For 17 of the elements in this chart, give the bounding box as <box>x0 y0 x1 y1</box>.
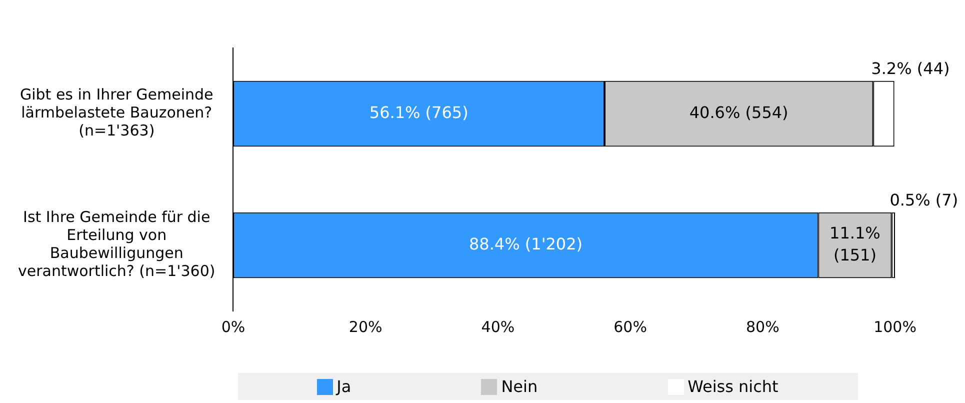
legend-label: Nein <box>501 377 538 396</box>
x-tick-label: 20% <box>348 318 382 336</box>
data-label: 11.1% (151) <box>830 223 880 264</box>
data-label: 0.5% (7) <box>890 190 958 210</box>
x-tick-label: 0% <box>221 318 246 336</box>
data-label: 3.2% (44) <box>871 59 950 78</box>
data-label: 56.1% (765) <box>369 102 468 122</box>
data-label: 40.6% (554) <box>689 102 788 122</box>
x-tick-label: 40% <box>481 318 515 336</box>
legend-label: Weiss nicht <box>688 377 778 396</box>
x-tick-label: 80% <box>746 318 780 336</box>
y-tick-label: Ist Ihre Gemeinde für die Erteilung von Baubewilligungen verantwortlich? (n=1'360) <box>18 208 216 280</box>
x-tick-label: 60% <box>614 318 647 336</box>
data-label: 88.4% (1'202) <box>468 234 582 254</box>
legend-label: Ja <box>336 377 352 396</box>
x-tick-label: 100% <box>874 318 916 336</box>
y-tick-label: Gibt es in Ihrer Gemeinde lärmbelastete Bauzonen? (n=1'363) <box>20 86 214 140</box>
